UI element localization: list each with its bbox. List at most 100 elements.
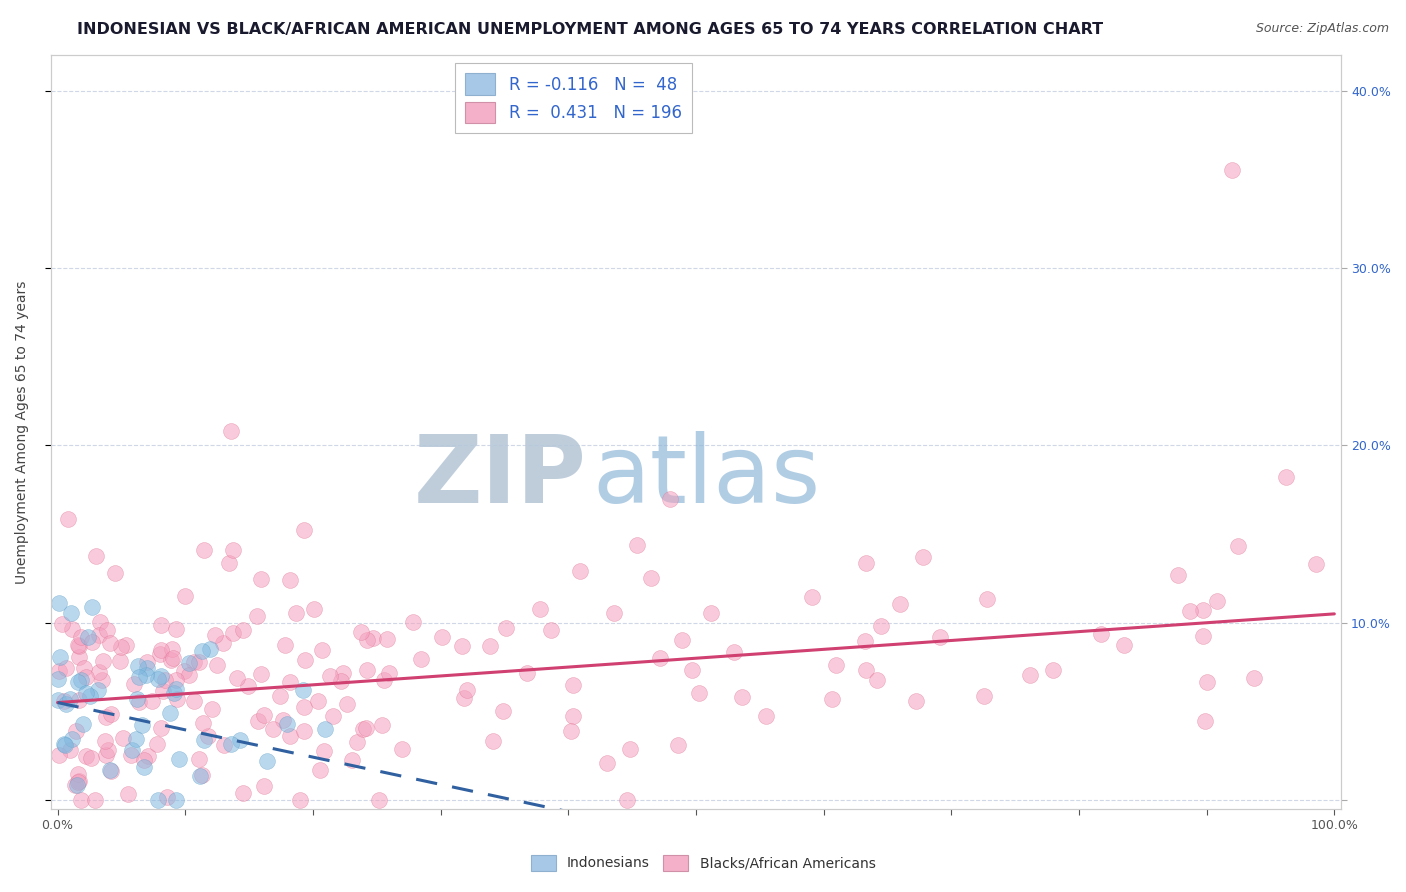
Point	[167, 752, 190, 766]
Point	[67, 649, 90, 664]
Point	[529, 601, 551, 615]
Point	[973, 689, 995, 703]
Point	[191, 644, 214, 658]
Point	[87, 628, 110, 642]
Point	[371, 718, 394, 732]
Point	[373, 673, 395, 687]
Point	[356, 721, 378, 735]
Point	[453, 691, 475, 706]
Point	[112, 731, 135, 745]
Point	[911, 549, 934, 564]
Point	[66, 778, 89, 792]
Point	[329, 673, 352, 688]
Point	[149, 722, 172, 736]
Point	[456, 682, 478, 697]
Point	[100, 706, 122, 721]
Point	[222, 542, 245, 557]
Point	[59, 743, 82, 757]
Point	[332, 666, 354, 681]
Point	[134, 753, 156, 767]
Point	[46, 672, 69, 686]
Point	[356, 632, 378, 647]
Point	[291, 682, 314, 697]
Point	[855, 663, 877, 677]
Point	[222, 626, 245, 640]
Point	[311, 643, 333, 657]
Point	[156, 790, 179, 805]
Point	[75, 748, 97, 763]
Point	[177, 668, 200, 682]
Point	[67, 674, 90, 689]
Point	[94, 747, 117, 762]
Point	[278, 674, 301, 689]
Point	[256, 754, 278, 768]
Point	[284, 606, 307, 620]
Point	[80, 635, 103, 649]
Point	[340, 753, 363, 767]
Point	[55, 738, 77, 752]
Point	[278, 573, 301, 587]
Point	[276, 716, 298, 731]
Point	[115, 638, 138, 652]
Point	[755, 708, 778, 723]
Point	[89, 615, 111, 629]
Point	[928, 630, 950, 644]
Point	[402, 615, 425, 629]
Point	[67, 692, 90, 706]
Point	[197, 730, 219, 744]
Point	[247, 714, 270, 729]
Point	[659, 491, 682, 506]
Point	[889, 597, 911, 611]
Point	[122, 677, 145, 691]
Point	[1112, 638, 1135, 652]
Point	[46, 693, 69, 707]
Point	[853, 633, 876, 648]
Point	[104, 566, 127, 580]
Point	[723, 645, 745, 659]
Point	[308, 763, 330, 777]
Point	[312, 744, 335, 758]
Point	[146, 737, 169, 751]
Point	[322, 709, 344, 723]
Point	[173, 664, 195, 678]
Point	[191, 768, 214, 782]
Text: INDONESIAN VS BLACK/AFRICAN AMERICAN UNEMPLOYMENT AMONG AGES 65 TO 74 YEARS CORR: INDONESIAN VS BLACK/AFRICAN AMERICAN UNE…	[77, 22, 1104, 37]
Point	[166, 622, 188, 636]
Point	[681, 664, 703, 678]
Point	[219, 425, 242, 439]
Point	[1305, 557, 1327, 571]
Point	[150, 617, 173, 632]
Point	[48, 596, 70, 610]
Point	[1206, 594, 1229, 608]
Point	[128, 695, 150, 709]
Point	[59, 691, 82, 706]
Point	[262, 722, 284, 736]
Point	[191, 715, 214, 730]
Point	[801, 591, 824, 605]
Point	[274, 638, 297, 652]
Point	[904, 694, 927, 708]
Point	[117, 787, 139, 801]
Point	[225, 671, 247, 685]
Point	[193, 732, 215, 747]
Point	[249, 572, 271, 586]
Legend: R = -0.116   N =  48, R =  0.431   N = 196: R = -0.116 N = 48, R = 0.431 N = 196	[456, 63, 692, 133]
Point	[870, 619, 893, 633]
Point	[124, 732, 146, 747]
Point	[290, 793, 312, 807]
Point	[183, 655, 205, 669]
Y-axis label: Unemployment Among Ages 65 to 74 years: Unemployment Among Ages 65 to 74 years	[15, 280, 30, 583]
Point	[671, 633, 693, 648]
Point	[66, 767, 89, 781]
Point	[232, 623, 254, 637]
Point	[616, 793, 638, 807]
Point	[361, 631, 384, 645]
Point	[730, 690, 752, 704]
Point	[70, 793, 93, 807]
Point	[356, 663, 378, 677]
Point	[280, 729, 302, 743]
Point	[700, 606, 723, 620]
Point	[75, 686, 97, 700]
Point	[562, 709, 585, 723]
Point	[855, 556, 877, 570]
